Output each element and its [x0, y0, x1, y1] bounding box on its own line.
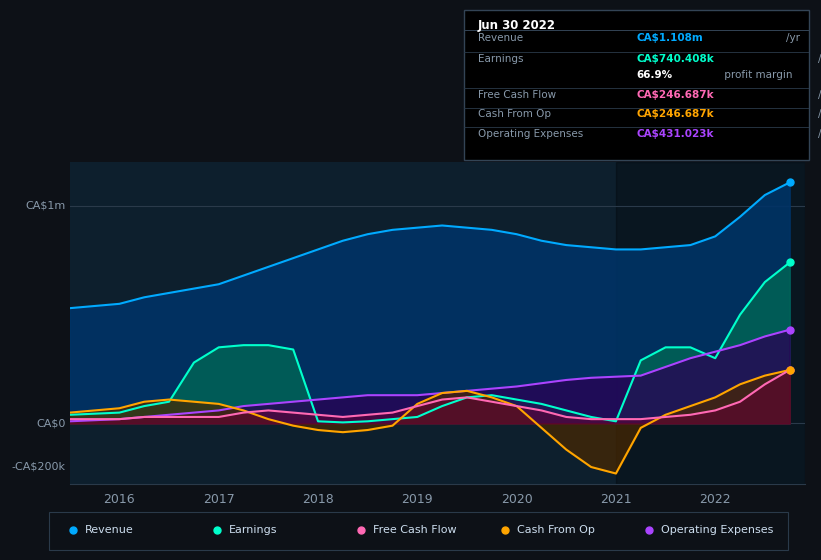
Text: Jun 30 2022: Jun 30 2022: [478, 18, 556, 31]
Text: /yr: /yr: [818, 129, 821, 139]
Text: Free Cash Flow: Free Cash Flow: [373, 525, 456, 535]
Bar: [616, 162, 805, 484]
Text: Revenue: Revenue: [85, 525, 134, 535]
Text: /yr: /yr: [818, 109, 821, 119]
Text: /yr: /yr: [786, 33, 800, 43]
Text: Operating Expenses: Operating Expenses: [478, 129, 583, 139]
Text: /yr: /yr: [818, 54, 821, 64]
Text: Earnings: Earnings: [478, 54, 523, 64]
Text: Earnings: Earnings: [229, 525, 277, 535]
Text: Cash From Op: Cash From Op: [517, 525, 595, 535]
Text: Free Cash Flow: Free Cash Flow: [478, 90, 556, 100]
Text: /yr: /yr: [818, 90, 821, 100]
Text: Operating Expenses: Operating Expenses: [661, 525, 773, 535]
Text: CA$1m: CA$1m: [25, 201, 66, 211]
Text: CA$246.687k: CA$246.687k: [636, 90, 714, 100]
Text: Cash From Op: Cash From Op: [478, 109, 551, 119]
Text: profit margin: profit margin: [721, 71, 792, 80]
FancyBboxPatch shape: [464, 10, 809, 160]
Text: CA$1.108m: CA$1.108m: [636, 33, 703, 43]
Text: -CA$200k: -CA$200k: [11, 462, 66, 472]
Text: CA$431.023k: CA$431.023k: [636, 129, 713, 139]
Text: 66.9%: 66.9%: [636, 71, 672, 80]
Text: CA$740.408k: CA$740.408k: [636, 54, 714, 64]
Text: CA$0: CA$0: [36, 418, 66, 428]
Text: CA$246.687k: CA$246.687k: [636, 109, 714, 119]
FancyBboxPatch shape: [49, 512, 788, 549]
Text: Revenue: Revenue: [478, 33, 523, 43]
